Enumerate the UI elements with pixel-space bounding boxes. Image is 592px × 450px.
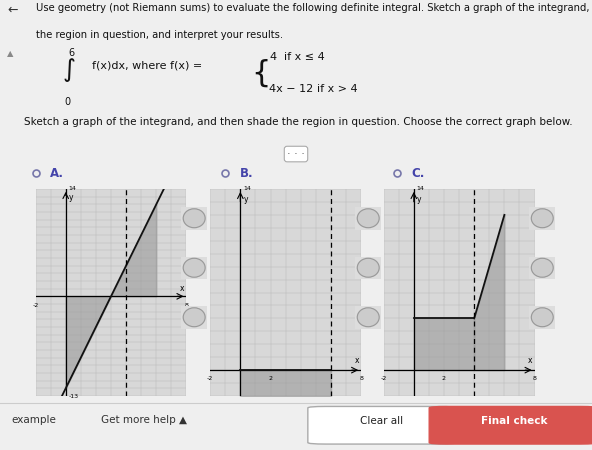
Text: ▲: ▲ <box>7 49 14 58</box>
Text: x: x <box>355 356 359 365</box>
Text: 14: 14 <box>417 186 424 192</box>
Text: ←: ← <box>7 3 18 16</box>
Text: 4x − 12: 4x − 12 <box>269 84 314 94</box>
Text: 6: 6 <box>68 48 74 58</box>
Circle shape <box>184 258 205 277</box>
Circle shape <box>358 209 379 228</box>
Text: 8: 8 <box>359 376 363 381</box>
Text: y: y <box>243 195 248 204</box>
Text: 4: 4 <box>269 52 276 62</box>
Text: y: y <box>417 195 422 204</box>
Text: 8: 8 <box>185 303 188 308</box>
Text: the region in question, and interpret your results.: the region in question, and interpret yo… <box>36 30 282 40</box>
Text: if x ≤ 4: if x ≤ 4 <box>284 52 325 62</box>
FancyBboxPatch shape <box>429 406 592 444</box>
Text: -13: -13 <box>69 393 79 399</box>
Text: f(x)dx, where f(x) =: f(x)dx, where f(x) = <box>92 60 202 71</box>
Circle shape <box>184 308 205 327</box>
Text: example: example <box>12 415 57 425</box>
Text: 14: 14 <box>69 186 76 192</box>
Text: B.: B. <box>240 167 253 180</box>
Text: x: x <box>528 356 532 365</box>
Circle shape <box>532 209 553 228</box>
Circle shape <box>358 258 379 277</box>
Text: 0: 0 <box>64 97 70 107</box>
Circle shape <box>358 308 379 327</box>
Text: A.: A. <box>50 167 65 180</box>
Text: -2: -2 <box>207 376 213 381</box>
Text: C.: C. <box>411 167 425 180</box>
Text: Final check: Final check <box>481 416 547 426</box>
Text: y: y <box>69 193 73 202</box>
Text: 2: 2 <box>442 376 446 381</box>
Text: 14: 14 <box>243 186 251 192</box>
Text: {: { <box>252 58 271 87</box>
FancyBboxPatch shape <box>308 406 456 444</box>
Text: Sketch a graph of the integrand, and then shade the region in question. Choose t: Sketch a graph of the integrand, and the… <box>24 117 572 127</box>
Text: Get more help ▲: Get more help ▲ <box>101 415 186 425</box>
Text: -2: -2 <box>381 376 387 381</box>
Text: if x > 4: if x > 4 <box>317 84 358 94</box>
Text: x: x <box>180 284 184 293</box>
Text: Clear all: Clear all <box>361 416 403 426</box>
Circle shape <box>532 308 553 327</box>
Text: 8: 8 <box>533 376 536 381</box>
Text: Use geometry (not Riemann sums) to evaluate the following definite integral. Ske: Use geometry (not Riemann sums) to evalu… <box>36 3 592 13</box>
Text: 2: 2 <box>269 376 272 381</box>
Text: -2: -2 <box>33 303 38 308</box>
Text: · · ·: · · · <box>287 149 305 159</box>
Circle shape <box>184 209 205 228</box>
Text: ∫: ∫ <box>62 58 75 82</box>
Circle shape <box>532 258 553 277</box>
